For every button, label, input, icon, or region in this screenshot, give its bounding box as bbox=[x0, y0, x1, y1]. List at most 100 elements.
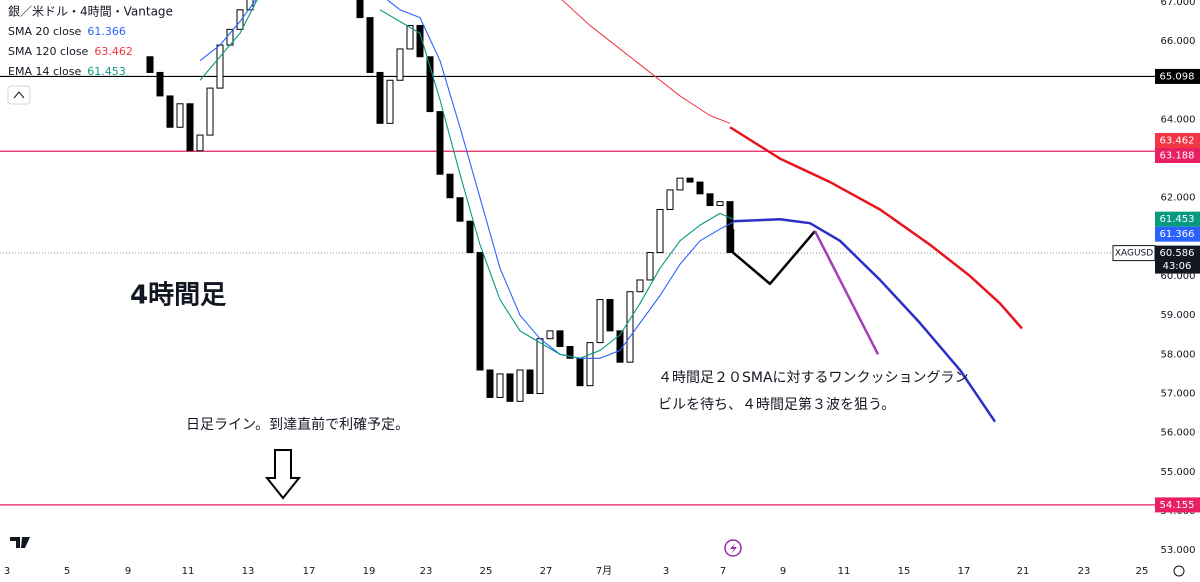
x-tick-label: 13 bbox=[242, 566, 255, 577]
candle-body bbox=[546, 330, 554, 340]
x-tick-label: 25 bbox=[1136, 566, 1149, 577]
candle-body bbox=[506, 373, 514, 402]
candle-body bbox=[166, 95, 174, 128]
y-tick-label: 66.000 bbox=[1161, 36, 1196, 47]
drawing-line bbox=[813, 230, 880, 355]
candle-body bbox=[586, 342, 594, 387]
price-box bbox=[1155, 497, 1200, 513]
candle-body bbox=[416, 24, 424, 58]
x-tick-label: 19 bbox=[363, 566, 376, 577]
candle-body bbox=[686, 177, 694, 183]
collapse-button[interactable] bbox=[7, 85, 31, 105]
candle-body bbox=[646, 252, 654, 281]
candle-body bbox=[376, 71, 384, 124]
candle-body bbox=[476, 252, 484, 371]
x-tick-label: 21 bbox=[1017, 566, 1030, 577]
candle-body bbox=[406, 24, 414, 50]
candle-body bbox=[666, 189, 674, 210]
drawing-line bbox=[729, 126, 1023, 330]
x-tick-label: 9 bbox=[125, 566, 131, 577]
settings-icon[interactable] bbox=[1173, 565, 1185, 577]
target-note: 日足ライン。到達直前で利確予定。 bbox=[186, 416, 409, 433]
last-price-label: 60.586 bbox=[1160, 248, 1195, 259]
candle-body bbox=[716, 201, 724, 207]
candle-body bbox=[576, 357, 584, 387]
plan-note: ビルを待ち、４時間足第３波を狙う。 bbox=[658, 396, 895, 413]
price-box-label: 61.453 bbox=[1160, 214, 1195, 225]
countdown-label: 43:06 bbox=[1163, 261, 1192, 272]
down-arrow bbox=[264, 449, 302, 500]
x-tick-label: 11 bbox=[182, 566, 195, 577]
candle-body bbox=[356, 0, 364, 19]
y-tick-label: 59.000 bbox=[1161, 310, 1196, 321]
last-price-box bbox=[1155, 245, 1200, 274]
y-tick-label: 67.000 bbox=[1161, 0, 1196, 8]
price-box-label: 63.188 bbox=[1160, 150, 1195, 161]
collapse-icon bbox=[13, 91, 25, 99]
price-box bbox=[1155, 132, 1200, 148]
candle-body bbox=[616, 330, 624, 363]
candle-body bbox=[606, 299, 614, 332]
y-tick-label: 62.000 bbox=[1161, 193, 1196, 204]
y-tick-label: 55.000 bbox=[1161, 467, 1196, 478]
price-box-label: 61.366 bbox=[1160, 229, 1195, 240]
y-tick-label: 64.000 bbox=[1161, 114, 1196, 125]
drawing-line bbox=[732, 218, 997, 423]
candle-body bbox=[696, 181, 704, 195]
candle-body bbox=[176, 103, 184, 128]
tv-logo[interactable] bbox=[10, 537, 30, 548]
candle-body bbox=[156, 71, 164, 97]
plan-note: ４時間足２０SMAに対するワンクッショングラン bbox=[658, 370, 969, 386]
x-tick-label: 23 bbox=[420, 566, 433, 577]
plot-area bbox=[0, 0, 1155, 506]
chart-title: 銀／米ドル・4時間・Vantage bbox=[8, 5, 173, 19]
candle-body bbox=[446, 173, 454, 199]
candle-body bbox=[366, 17, 374, 73]
price-box-label: 54.155 bbox=[1160, 500, 1195, 511]
price-box bbox=[1155, 68, 1200, 84]
legend-name: SMA 20 close bbox=[8, 25, 82, 38]
legend-name: EMA 14 close bbox=[8, 65, 82, 78]
candle-body bbox=[656, 208, 664, 254]
y-tick-label: 60.000 bbox=[1161, 271, 1196, 282]
candle-body bbox=[216, 44, 224, 89]
overlay: 銀／米ドル・4時間・Vantage 4時間足 ４時間足２０SMAに対するワンクッ… bbox=[7, 5, 1185, 577]
price-box bbox=[1155, 211, 1200, 227]
ma-line bbox=[199, 0, 734, 359]
x-tick-label: 5 bbox=[64, 566, 70, 577]
candle-body bbox=[186, 103, 194, 152]
price-box bbox=[1155, 147, 1200, 163]
candle-body bbox=[566, 346, 574, 359]
candle-body bbox=[466, 220, 474, 254]
x-tick-label: 11 bbox=[838, 566, 851, 577]
candle-body bbox=[456, 197, 464, 222]
price-box bbox=[1155, 226, 1200, 242]
ma-line bbox=[561, 0, 731, 124]
candle-body bbox=[706, 193, 714, 207]
candle-body bbox=[556, 330, 564, 348]
x-tick-label: 15 bbox=[898, 566, 911, 577]
candle-body bbox=[436, 111, 444, 175]
x-tick-label: 7月 bbox=[596, 565, 612, 577]
candle-body bbox=[486, 369, 494, 398]
candle-body bbox=[246, 0, 254, 11]
candle-body bbox=[206, 87, 214, 136]
candle-body bbox=[676, 177, 684, 191]
x-tick-label: 27 bbox=[540, 566, 553, 577]
candle-body bbox=[386, 79, 394, 124]
candle-body bbox=[636, 279, 644, 293]
timeframe-note: 4時間足 bbox=[130, 281, 226, 311]
candle-body bbox=[516, 369, 524, 402]
symbol-label: XAGUSD bbox=[1115, 249, 1153, 259]
y-tick-label: 56.000 bbox=[1161, 428, 1196, 439]
x-tick-label: 23 bbox=[1078, 566, 1091, 577]
candle-body bbox=[626, 291, 634, 363]
events-icon-bolt bbox=[730, 543, 737, 554]
y-tick-label: 53.000 bbox=[1161, 545, 1196, 556]
x-tick-label: 17 bbox=[958, 566, 971, 577]
candle-body bbox=[536, 338, 544, 395]
candle-body bbox=[396, 48, 404, 81]
x-tick-label: 9 bbox=[780, 566, 786, 577]
